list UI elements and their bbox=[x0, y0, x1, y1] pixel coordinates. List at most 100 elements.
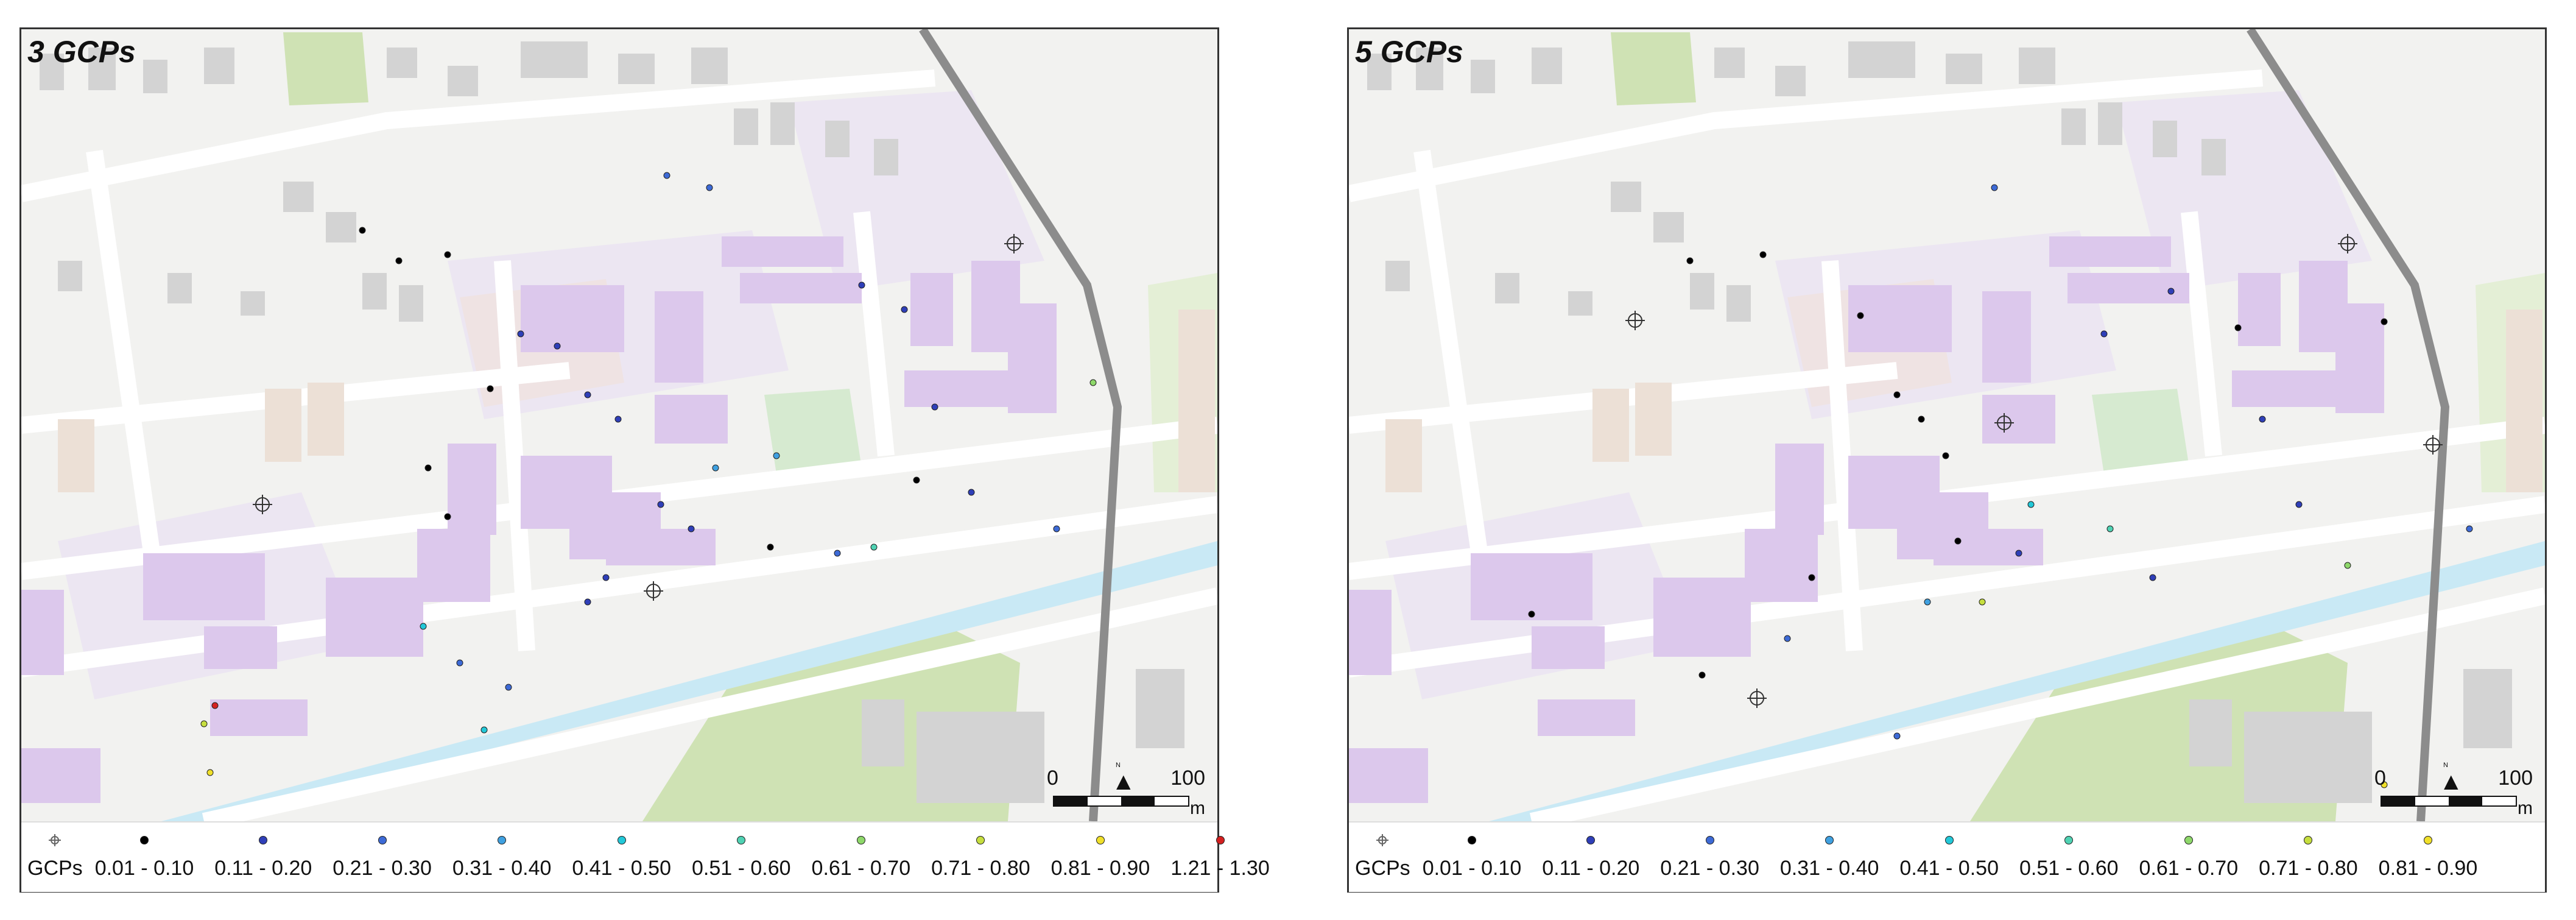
scale-bar: 0 100 N ▲ m bbox=[2374, 762, 2533, 821]
legend-item-gcps: GCPs bbox=[1355, 823, 1410, 880]
legend-label: 1.21 - 1.30 bbox=[1170, 857, 1270, 880]
scale-end: 100 bbox=[2498, 766, 2533, 790]
map-panel-5-gcps: 5 GCPs 0 100 N ▲ m GCPs 0.01 - 0.10 0.11 … bbox=[1347, 27, 2547, 893]
river bbox=[161, 541, 1217, 821]
legend-label: 0.21 - 0.30 bbox=[333, 857, 432, 880]
legend-swatch bbox=[1467, 836, 1476, 844]
legend-item-gcps: GCPs bbox=[27, 823, 83, 880]
scale-bar-graphic bbox=[1053, 796, 1189, 807]
legend-swatch bbox=[259, 836, 268, 844]
scale-bar-graphic bbox=[2381, 796, 2517, 807]
legend-swatch bbox=[1096, 836, 1105, 844]
campus-zone bbox=[789, 90, 1044, 291]
basemap bbox=[1349, 29, 2545, 821]
gcp-crosshair-icon bbox=[1376, 834, 1389, 846]
scale-bar: 0 100 N ▲ m bbox=[1047, 762, 1205, 821]
park bbox=[1611, 32, 1696, 105]
buildings bbox=[1367, 41, 2512, 803]
map-panel-3-gcps: 3 GCPs 0 100 N ▲ m GCPs 0.01 - 0.10 0.11 … bbox=[19, 27, 1270, 893]
north-arrow-label: N bbox=[2443, 762, 2448, 769]
tan-buildings bbox=[58, 310, 1215, 492]
legend-label: 0.81 - 0.90 bbox=[2378, 857, 2478, 880]
legend: GCPs 0.01 - 0.10 0.11 - 0.20 0.21 - 0.30 0.… bbox=[21, 821, 1270, 892]
legend-row: GCPs 0.01 - 0.10 0.11 - 0.20 0.21 - 0.30 0.… bbox=[1355, 823, 2539, 892]
basemap bbox=[21, 29, 1217, 821]
legend-item: 0.41 - 0.50 bbox=[572, 823, 671, 880]
legend-label: 0.61 - 0.70 bbox=[811, 857, 911, 880]
legend-row: GCPs 0.01 - 0.10 0.11 - 0.20 0.21 - 0.30 0.… bbox=[27, 823, 1270, 892]
scale-unit: m bbox=[1190, 798, 1205, 818]
legend-swatch bbox=[2064, 836, 2074, 844]
legend-item: 0.61 - 0.70 bbox=[2139, 823, 2239, 880]
legend-swatch bbox=[2423, 836, 2432, 844]
legend-item: 0.31 - 0.40 bbox=[452, 823, 552, 880]
legend-label: 0.61 - 0.70 bbox=[2139, 857, 2239, 880]
legend-item: 0.01 - 0.10 bbox=[95, 823, 194, 880]
campus-buildings bbox=[21, 236, 1057, 803]
legend-swatch bbox=[976, 836, 985, 844]
map-canvas[interactable]: 3 GCPs 0 100 N ▲ m bbox=[21, 29, 1217, 821]
map-canvas[interactable]: 5 GCPs 0 100 N ▲ m bbox=[1349, 29, 2545, 821]
railway bbox=[919, 29, 1122, 821]
legend-label: 0.51 - 0.60 bbox=[691, 857, 791, 880]
gcp-crosshair-icon bbox=[49, 834, 62, 846]
legend-label: 0.21 - 0.30 bbox=[1660, 857, 1759, 880]
legend-title: GCPs bbox=[1355, 857, 1410, 880]
legend-item: 0.21 - 0.30 bbox=[333, 823, 432, 880]
legend-item: 0.81 - 0.90 bbox=[1051, 823, 1150, 880]
check-points bbox=[1528, 184, 2473, 788]
legend-swatch bbox=[1944, 836, 1954, 844]
legend-label: 0.31 - 0.40 bbox=[1779, 857, 1879, 880]
panel-title: 5 GCPs bbox=[1355, 35, 1463, 69]
legend-item: 0.31 - 0.40 bbox=[1780, 823, 1879, 880]
legend-item: 0.51 - 0.60 bbox=[2019, 823, 2119, 880]
legend-swatch bbox=[1705, 836, 1714, 844]
north-arrow-label: N bbox=[1116, 762, 1121, 769]
legend-label: 0.41 - 0.50 bbox=[1899, 857, 1999, 880]
campus-zone bbox=[2116, 90, 2372, 291]
legend-swatch bbox=[737, 836, 746, 844]
legend-label: 0.71 - 0.80 bbox=[931, 857, 1030, 880]
gcp-markers bbox=[1625, 234, 2443, 708]
legend-label: 0.41 - 0.50 bbox=[572, 857, 671, 880]
legend-label: 0.01 - 0.10 bbox=[94, 857, 194, 880]
legend-item: 0.51 - 0.60 bbox=[692, 823, 791, 880]
legend-label: 0.71 - 0.80 bbox=[2259, 857, 2358, 880]
buildings bbox=[40, 41, 1184, 803]
campus-buildings bbox=[1349, 236, 2384, 803]
legend-label: 0.01 - 0.10 bbox=[1422, 857, 1522, 880]
north-arrow-icon: ▲ bbox=[1111, 768, 1136, 795]
panel-title: 3 GCPs bbox=[27, 35, 136, 69]
legend-item: 0.71 - 0.80 bbox=[931, 823, 1030, 880]
legend-swatch bbox=[1216, 836, 1225, 844]
legend-label: 0.11 - 0.20 bbox=[214, 857, 312, 880]
legend-swatch bbox=[139, 836, 149, 844]
legend-swatch bbox=[856, 836, 865, 844]
legend-label: 0.11 - 0.20 bbox=[1542, 857, 1640, 880]
north-arrow-icon: ▲ bbox=[2439, 768, 2463, 795]
legend-label: 0.81 - 0.90 bbox=[1050, 857, 1150, 880]
tan-buildings bbox=[1385, 310, 2543, 492]
legend-swatch bbox=[1586, 836, 1596, 844]
legend-label: 0.31 - 0.40 bbox=[452, 857, 552, 880]
park bbox=[283, 32, 368, 105]
legend-swatch bbox=[2304, 836, 2313, 844]
legend-item: 0.21 - 0.30 bbox=[1660, 823, 1759, 880]
legend-title: GCPs bbox=[27, 857, 83, 880]
legend-item: 0.01 - 0.10 bbox=[1422, 823, 1522, 880]
legend-item: 0.41 - 0.50 bbox=[1899, 823, 1999, 880]
park bbox=[2092, 389, 2189, 474]
legend-item: 0.81 - 0.90 bbox=[2378, 823, 2478, 880]
railway bbox=[2247, 29, 2450, 821]
legend-swatch bbox=[378, 836, 387, 844]
scale-start: 0 bbox=[2374, 766, 2386, 790]
river bbox=[1489, 541, 2545, 821]
scale-end: 100 bbox=[1170, 766, 1205, 790]
legend-item: 0.11 - 0.20 bbox=[214, 823, 312, 880]
legend-item: 0.11 - 0.20 bbox=[1542, 823, 1639, 880]
legend-item: 0.61 - 0.70 bbox=[811, 823, 911, 880]
park bbox=[764, 389, 862, 474]
scale-start: 0 bbox=[1047, 766, 1058, 790]
legend-swatch bbox=[2184, 836, 2193, 844]
legend-label: 0.51 - 0.60 bbox=[2019, 857, 2119, 880]
